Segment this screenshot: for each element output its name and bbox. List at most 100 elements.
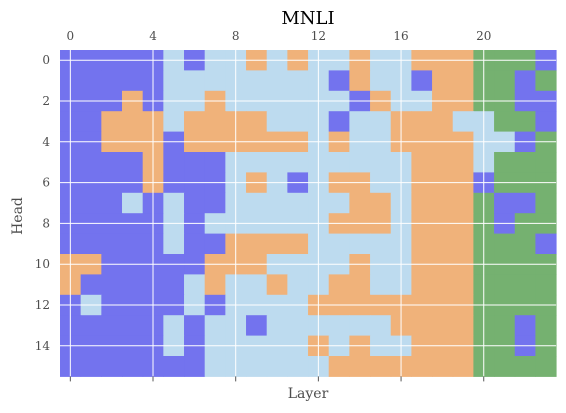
heatmap-cell [494, 233, 516, 255]
heatmap-cell [246, 152, 268, 173]
grid-lines [60, 50, 557, 377]
x-tick-label: 16 [393, 29, 408, 43]
heatmap-cell [514, 192, 536, 214]
heatmap-cell [514, 274, 536, 296]
heatmap-cell [246, 356, 268, 377]
heatmap-cell [535, 356, 557, 377]
heatmap-cell [411, 70, 433, 92]
heatmap-cell [287, 233, 309, 255]
heatmap-cell [266, 356, 288, 377]
heatmap-cell [370, 315, 392, 337]
heatmap-cell [184, 356, 206, 377]
heatmap-cell [411, 152, 433, 173]
heatmap-cell [349, 70, 371, 92]
heatmap-cell [246, 315, 268, 337]
heatmap-cell [266, 274, 288, 296]
heatmap-cell [411, 356, 433, 377]
heatmap-cell [246, 233, 268, 255]
heatmap-cell [452, 152, 474, 173]
heatmap-cell [80, 315, 102, 337]
heatmap-cell [535, 111, 557, 133]
heatmap-cell [370, 70, 392, 92]
heatmap-cell [494, 152, 516, 173]
heatmap-cell [535, 274, 557, 296]
heatmap-cell [432, 70, 454, 92]
heatmap-cell [494, 70, 516, 92]
y-tick-label: 14 [35, 339, 51, 353]
heatmap-cell [411, 233, 433, 255]
heatmap-cell [328, 315, 350, 337]
heatmap-cell [266, 152, 288, 173]
heatmap-cell [184, 192, 206, 214]
heatmap-cell [432, 315, 454, 337]
heatmap-cell [266, 233, 288, 255]
heatmap-cell [535, 70, 557, 92]
y-axis-label: Head [10, 197, 26, 235]
heatmap-cell [122, 192, 144, 214]
heatmap-cell [80, 274, 102, 296]
heatmap-cell [101, 233, 123, 255]
heatmap-cell [287, 192, 309, 214]
heatmap-cell [246, 192, 268, 214]
heatmap-cell [370, 356, 392, 377]
heatmap-cell [101, 274, 123, 296]
heatmap-cell [163, 192, 185, 214]
heatmap-cell [266, 315, 288, 337]
heatmap-cell [494, 111, 516, 133]
heatmap-cell [80, 192, 102, 214]
heatmap-cell [370, 274, 392, 296]
heatmap-cell [163, 70, 185, 92]
heatmap-cell [411, 315, 433, 337]
heatmap-cell [122, 356, 144, 377]
heatmap-cell [101, 356, 123, 377]
heatmap-cell [184, 70, 206, 92]
heatmap-cell [266, 111, 288, 133]
heatmap-cell [432, 274, 454, 296]
heatmap-cell [514, 152, 536, 173]
heatmap-cell [80, 70, 102, 92]
heatmap-cell [514, 315, 536, 337]
y-tick-label: 12 [35, 298, 50, 312]
heatmap-cell [101, 111, 123, 133]
heatmap-cell [452, 70, 474, 92]
heatmap-cell [411, 111, 433, 133]
heatmap-cell [535, 233, 557, 255]
heatmap-cell [287, 70, 309, 92]
heatmap-cell [184, 152, 206, 173]
heatmap-cell [287, 274, 309, 296]
heatmap-cell [370, 152, 392, 173]
heatmap-cell [432, 111, 454, 133]
heatmap-cell [328, 233, 350, 255]
heatmap-cell [246, 70, 268, 92]
heatmap-cell [184, 233, 206, 255]
heatmap-cell [101, 70, 123, 92]
x-tick-label: 0 [67, 29, 75, 43]
axis-ticks: 0 4 8 12 16 20 0 2 4 6 8 10 12 14 [35, 29, 491, 382]
x-axis-label: Layer [288, 386, 329, 402]
chart-title: MNLI [281, 8, 334, 29]
heatmap-cell [80, 233, 102, 255]
heatmap-cell [80, 152, 102, 173]
heatmap-cell [452, 315, 474, 337]
heatmap-cell [204, 111, 226, 133]
x-tick-label: 8 [232, 29, 240, 43]
heatmap-cell [432, 356, 454, 377]
heatmap-cell [432, 152, 454, 173]
heatmap-cell [494, 274, 516, 296]
heatmap-cell [287, 152, 309, 173]
heatmap-cell [163, 356, 185, 377]
heatmap-cell [204, 152, 226, 173]
heatmap-cell [535, 192, 557, 214]
heatmap-cell [328, 152, 350, 173]
heatmap-cell [163, 152, 185, 173]
heatmap-cell [163, 233, 185, 255]
heatmap-cell [204, 274, 226, 296]
heatmap-cell [349, 315, 371, 337]
heatmap-cell [122, 70, 144, 92]
heatmap-cell [514, 111, 536, 133]
heatmap-cell [122, 315, 144, 337]
heatmap-cell [494, 192, 516, 214]
heatmap-cells [60, 50, 557, 377]
heatmap-cell [101, 152, 123, 173]
